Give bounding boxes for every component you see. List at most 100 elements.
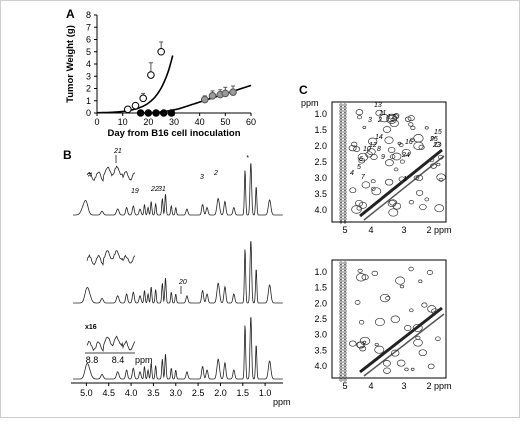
cosy-stripe-dot: [344, 107, 346, 109]
cosy-contour: [354, 147, 360, 152]
cosy-stripe-dot: [340, 301, 342, 303]
cosy-stripe-dot: [340, 286, 342, 288]
x-tick-label: 50: [220, 117, 230, 127]
y-tick-label: 6: [86, 35, 91, 45]
cosy-contour: [352, 206, 362, 214]
cosy-stripe-dot: [340, 200, 342, 202]
cosy-contour: [422, 303, 427, 307]
data-point: [222, 90, 229, 97]
cosy-stripe-dot: [344, 358, 346, 360]
cosy-stripe-dot: [340, 310, 342, 312]
data-point: [160, 110, 167, 117]
cosy-y-tick-label: 3.5: [314, 345, 327, 355]
y-tick-label: 8: [86, 10, 91, 20]
scale-label: x16: [85, 324, 97, 331]
cosy-y-tick-label: 1.0: [314, 109, 327, 119]
cosy-contour: [349, 341, 356, 346]
cosy-contour: [372, 188, 381, 195]
data-point: [202, 96, 209, 103]
peak-label-31: 31: [158, 186, 166, 193]
cosy-x-tick-label: 4: [368, 381, 373, 391]
cosy-stripe-dot: [344, 301, 346, 303]
cosy-x-tick-label: 5: [342, 225, 347, 235]
cosy-peak-label: 2: [377, 117, 382, 124]
cosy-contour: [394, 168, 398, 171]
cosy-contour: [350, 188, 356, 193]
cosy-stripe-dot: [340, 149, 342, 151]
cosy-peak-label: 16: [405, 139, 413, 146]
cosy-stripe-dot: [340, 125, 342, 127]
cosy-contour: [428, 364, 434, 369]
cosy-stripe-dot: [340, 265, 342, 267]
data-point: [209, 93, 216, 100]
cosy-x-tick-label: 4: [368, 225, 373, 235]
cosy-stripe-dot: [340, 340, 342, 342]
cosy-stripe-dot: [344, 131, 346, 133]
cosy-contour: [372, 271, 378, 276]
cosy-contour: [414, 134, 424, 142]
b-tick-label: 2.5: [192, 388, 205, 398]
peak-label-2: 2: [213, 170, 218, 177]
b-tick-label: 4.5: [102, 388, 115, 398]
data-point: [132, 102, 139, 109]
y-tick-label: 0: [86, 108, 91, 118]
cosy-stripe-dot: [340, 346, 342, 348]
data-point: [158, 48, 165, 55]
cosy-stripe-dot: [340, 179, 342, 181]
spectrum-bottom: [73, 318, 283, 379]
cosy-peak-label: 3: [368, 117, 372, 124]
cosy-contour: [391, 316, 400, 323]
cosy-stripe-dot: [344, 307, 346, 309]
b-tick-label: 4.0: [125, 388, 138, 398]
cosy-stripe-dot: [340, 203, 342, 205]
cosy-bottom-x-ticks: 5 4 3 2 ppm: [342, 381, 451, 391]
cosy-stripe-dot: [344, 137, 346, 139]
cosy-stripe-dot: [344, 152, 346, 154]
x-tick-group: 0 10 20 30 40 50 60: [94, 113, 256, 127]
cosy-peak-label: 11: [379, 110, 386, 117]
cosy-stripe-dot: [340, 271, 342, 273]
cosy-peak-label: 1: [403, 176, 407, 183]
cosy-stripe-dot: [340, 164, 342, 166]
cosy-stripe-dot: [344, 176, 346, 178]
cosy-contour: [414, 142, 424, 150]
cosy-contour: [375, 343, 378, 346]
y-tick-label: 2: [86, 84, 91, 94]
cosy-stripe-dot: [344, 361, 346, 363]
y-tick-label: 4: [86, 59, 91, 69]
cosy-contour: [409, 123, 414, 127]
hash-marker: #: [88, 172, 92, 179]
cosy-stripe-dot: [344, 319, 346, 321]
cosy-stripe-dot: [344, 200, 346, 202]
cosy-contour: [419, 350, 427, 356]
data-point: [140, 95, 147, 102]
cosy-stripe-dot: [344, 346, 346, 348]
cosy-stripe-dot: [344, 143, 346, 145]
cosy-peak-label: 10: [363, 146, 371, 153]
panel-label-a: A: [66, 7, 75, 21]
cosy-peak-label: 7: [361, 174, 366, 181]
cosy-stripe-dot: [344, 289, 346, 291]
cosy-stripe-dot: [344, 128, 346, 130]
cosy-stripe-dot: [340, 337, 342, 339]
cosy-stripe-dot: [340, 304, 342, 306]
cosy-stripe-dot: [344, 179, 346, 181]
cosy-stripe-dot: [340, 274, 342, 276]
cosy-stripe-dot: [340, 173, 342, 175]
cosy-contour: [400, 285, 404, 288]
cosy-contour: [405, 368, 409, 371]
cosy-bottom-contours: [340, 262, 444, 381]
cosy-stripe-dot: [340, 131, 342, 133]
cosy-stripe-dot: [340, 319, 342, 321]
cosy-y-tick-label: 2.5: [314, 157, 327, 167]
cosy-stripe-dot: [344, 113, 346, 115]
cosy-stripe-dot: [344, 292, 346, 294]
y-tick-group: 012345678: [86, 10, 97, 118]
cosy-stripe-dot: [344, 334, 346, 336]
cosy-stripe-dot: [344, 119, 346, 121]
cosy-stripe-dot: [344, 203, 346, 205]
cosy-stripe-dot: [340, 268, 342, 270]
cosy-stripe-dot: [340, 134, 342, 136]
cosy-stripe-dot: [340, 170, 342, 172]
